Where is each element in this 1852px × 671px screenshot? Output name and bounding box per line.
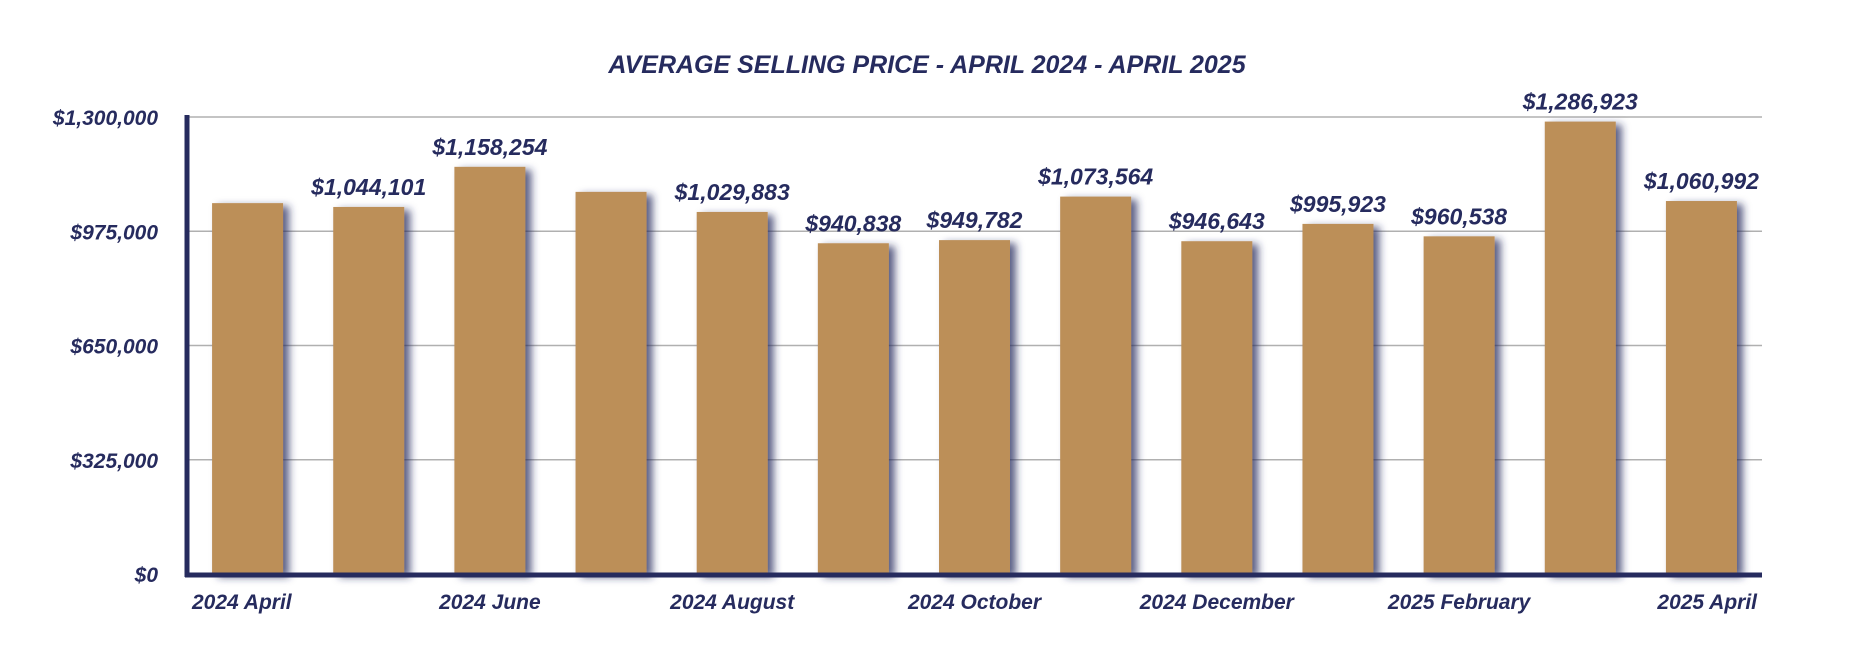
axes [184,115,1762,578]
data-label: $995,923 [1289,191,1386,217]
bar [333,206,405,574]
bar [212,203,284,574]
x-tick-label: 2024 April [191,591,293,614]
y-tick-label: $325,000 [69,450,158,473]
data-label: $940,838 [804,210,901,236]
data-label: $1,073,564 [1037,164,1153,190]
x-axis-ticks: 2024 April 2024 June 2024 August 2024 Octob… [191,591,1758,614]
x-tick-label: 2024 December [1139,591,1296,614]
y-tick-label: $0 [134,564,159,587]
data-label: $1,029,883 [674,179,790,205]
data-labels: $1,044,101$1,158,254 $1,029,883 $940,838 $9… [310,89,1759,237]
chart-title: AVERAGE SELLING PRICE - APRIL 2024 - APR… [607,51,1246,79]
bar [454,166,526,575]
y-tick-label: $975,000 [69,221,158,244]
bar [1302,223,1374,574]
data-label: $949,782 [926,207,1023,233]
bars [212,121,1737,575]
y-axis-ticks: $0 $325,000 $650,000 $975,000 $1,300,000 [52,107,158,587]
bar [1060,196,1132,575]
x-tick-label: 2024 October [907,591,1043,614]
data-label: $1,044,101 [310,174,426,200]
bar [817,243,889,574]
x-tick-label: 2025 April [1656,591,1758,614]
x-tick-label: 2024 June [438,591,541,614]
data-label: $946,643 [1168,208,1265,234]
bar [1423,236,1495,574]
bar [696,211,768,574]
x-tick-label: 2024 August [669,591,795,614]
data-label: $1,286,923 [1522,89,1638,115]
bar [575,191,647,574]
bar [939,240,1010,574]
x-tick-label: 2025 February [1387,591,1532,614]
bar [1665,201,1737,574]
bar [1544,121,1616,574]
y-tick-label: $1,300,000 [52,107,158,130]
y-tick-label: $650,000 [69,336,158,359]
data-label: $960,538 [1410,203,1507,229]
data-label: $1,158,254 [431,134,547,160]
data-label: $1,060,992 [1643,168,1759,194]
bar [1181,241,1253,575]
